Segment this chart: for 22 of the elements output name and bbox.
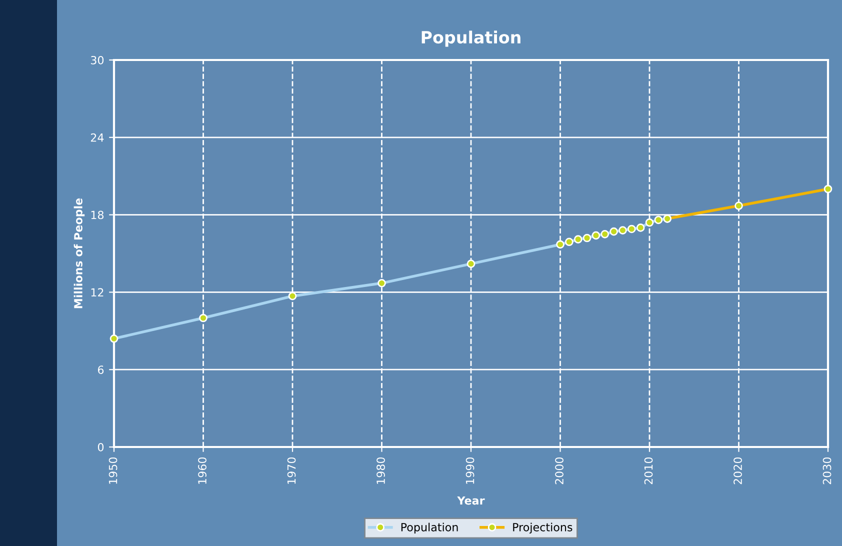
y-tick-label: 6 (98, 366, 104, 374)
y-axis-title: Millions of People (74, 198, 85, 308)
x-tick-label: 1990 (466, 457, 474, 484)
x-tick-label: 1950 (108, 457, 118, 484)
y-tick-label: 12 (91, 288, 104, 296)
point (734, 202, 743, 210)
x-tick-label: 2010 (644, 457, 653, 484)
x-tick-label: 2030 (822, 457, 832, 484)
x-axis-title: Year (457, 496, 485, 505)
y-tick-label: 0 (98, 442, 104, 452)
chart-title: Population (422, 30, 520, 47)
y-tick-label: 30 (90, 56, 104, 64)
x-tick-label: 1980 (376, 457, 385, 484)
x-tick-label: 1960 (198, 457, 206, 484)
y-tick-label: 18 (91, 210, 104, 220)
point (824, 184, 832, 194)
x-tick-label: 2020 (734, 457, 742, 484)
x-tick-label: 2000 (555, 457, 564, 484)
x-tick-label: 1970 (287, 457, 296, 484)
legend-label: Projections (513, 522, 572, 534)
legend-label: Population (401, 522, 458, 534)
y-tick-label: 24 (90, 133, 104, 142)
